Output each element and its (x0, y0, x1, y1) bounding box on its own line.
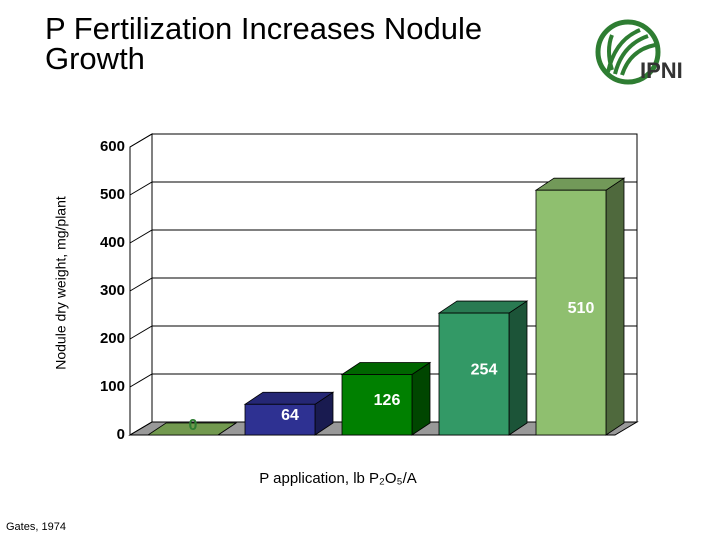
chart-title: P Fertilization Increases Nodule Growth (45, 11, 483, 76)
x-axis-title: P application, lb P₂O₅/A (259, 470, 417, 487)
grid-line (129, 229, 637, 244)
data-label: 254 (471, 361, 498, 378)
source-note: Gates, 1974 (6, 521, 66, 533)
bar (341, 374, 413, 436)
data-label: 0 (189, 417, 198, 434)
y-tick-label: 300 (100, 282, 125, 299)
data-label: 64 (281, 407, 299, 424)
bar-side (411, 361, 431, 436)
data-label: 510 (568, 300, 595, 317)
data-label: 126 (374, 392, 401, 409)
y-tick-label: 400 (100, 234, 125, 251)
logo-text: IPNI (640, 58, 683, 83)
bar-side (508, 300, 528, 436)
logo-ring (595, 19, 661, 85)
y-tick-label: 600 (100, 138, 125, 155)
y-axis-title: Nodule dry weight, mg/plant (53, 196, 69, 370)
bar (438, 312, 510, 436)
y-tick-label: 500 (100, 186, 125, 203)
bar (535, 189, 607, 436)
bar-side (605, 177, 625, 436)
grid-line (129, 133, 637, 148)
y-tick-label: 0 (117, 426, 125, 443)
grid-line (129, 181, 637, 196)
bar (244, 403, 316, 436)
grid-line (129, 277, 637, 292)
logo-leaves (606, 28, 656, 76)
logo: IPNI (595, 19, 683, 85)
y-tick-label: 200 (100, 330, 125, 347)
bar-top (146, 422, 238, 436)
y-tick-label: 100 (100, 378, 125, 395)
